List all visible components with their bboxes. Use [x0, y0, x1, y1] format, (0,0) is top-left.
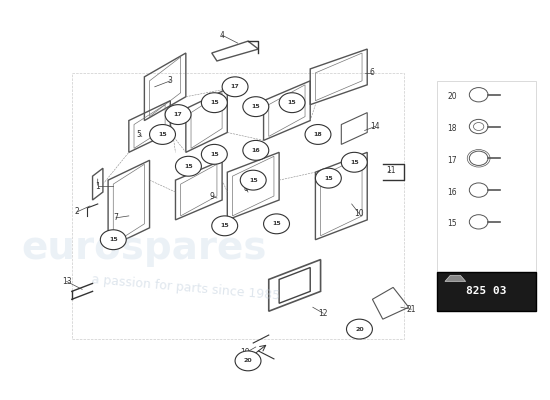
Text: 21: 21: [406, 305, 416, 314]
Text: 17: 17: [174, 112, 183, 117]
Text: 20: 20: [355, 326, 364, 332]
Text: 1: 1: [95, 182, 100, 190]
Circle shape: [342, 152, 367, 172]
Text: 15: 15: [249, 178, 257, 183]
Circle shape: [240, 170, 266, 190]
Text: 15: 15: [251, 104, 260, 109]
Text: 13: 13: [62, 277, 72, 286]
Text: 6: 6: [370, 68, 375, 77]
Text: 15: 15: [210, 100, 219, 105]
Text: 5: 5: [137, 130, 142, 139]
Circle shape: [201, 93, 227, 113]
Text: 3: 3: [168, 76, 173, 85]
Text: 4: 4: [219, 31, 224, 40]
Text: 825 03: 825 03: [466, 286, 507, 296]
Text: 12: 12: [318, 309, 328, 318]
Circle shape: [305, 124, 331, 144]
Circle shape: [100, 230, 126, 250]
Text: 15: 15: [288, 100, 296, 105]
Text: 15: 15: [109, 237, 118, 242]
FancyBboxPatch shape: [437, 81, 536, 311]
Text: 17: 17: [230, 84, 239, 89]
Text: 18: 18: [314, 132, 322, 137]
Text: 15: 15: [324, 176, 333, 181]
Text: 15: 15: [272, 221, 281, 226]
Circle shape: [165, 105, 191, 124]
Text: 10: 10: [355, 210, 364, 218]
Circle shape: [201, 144, 227, 164]
Text: 7: 7: [113, 213, 118, 222]
Text: 15: 15: [221, 223, 229, 228]
Text: 20: 20: [244, 358, 252, 363]
Circle shape: [263, 214, 289, 234]
Circle shape: [243, 97, 269, 116]
Text: a passion for parts since 1985: a passion for parts since 1985: [91, 273, 280, 302]
Circle shape: [150, 124, 175, 144]
Text: 2: 2: [75, 208, 79, 216]
Text: 15: 15: [448, 219, 457, 228]
Text: 16: 16: [448, 188, 457, 196]
Text: 15: 15: [350, 160, 359, 165]
Text: 17: 17: [448, 156, 457, 165]
Text: 18: 18: [448, 124, 457, 133]
Circle shape: [235, 351, 261, 371]
Circle shape: [212, 216, 238, 236]
Text: 9: 9: [210, 192, 214, 200]
Text: 20: 20: [448, 92, 457, 101]
FancyBboxPatch shape: [437, 272, 536, 311]
Circle shape: [222, 77, 248, 97]
Text: eurospares: eurospares: [21, 229, 267, 267]
Text: 16: 16: [251, 148, 260, 153]
Circle shape: [346, 319, 372, 339]
Circle shape: [279, 93, 305, 113]
Text: 15: 15: [184, 164, 193, 169]
Text: 19: 19: [240, 348, 250, 358]
Circle shape: [175, 156, 201, 176]
Text: 8: 8: [243, 184, 248, 192]
Text: 11: 11: [386, 166, 395, 175]
Circle shape: [315, 168, 342, 188]
Polygon shape: [445, 276, 466, 282]
Circle shape: [243, 140, 269, 160]
Text: 14: 14: [370, 122, 380, 131]
Text: 15: 15: [210, 152, 219, 157]
Text: 15: 15: [158, 132, 167, 137]
